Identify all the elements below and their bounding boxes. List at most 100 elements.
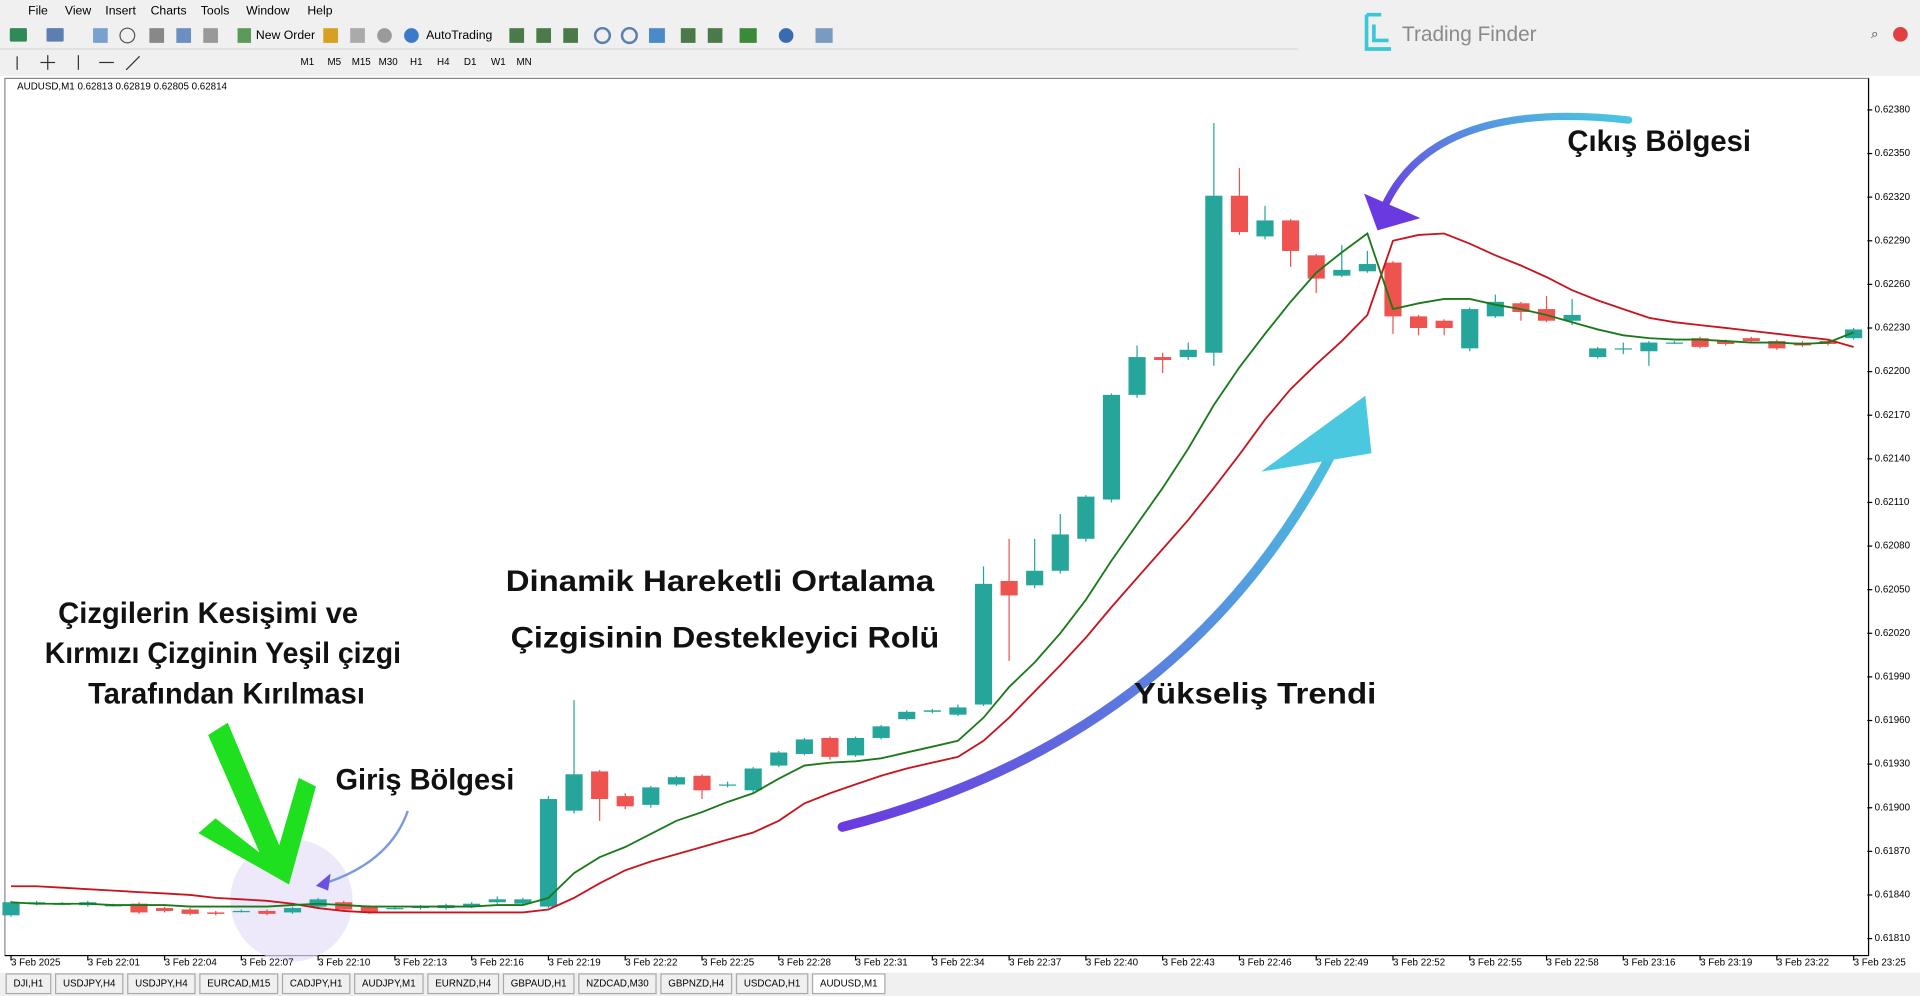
timeframe-button[interactable]: H4: [437, 57, 450, 68]
tab-frame: [811, 973, 886, 995]
timeframe-button[interactable]: M1: [301, 57, 315, 68]
candle-body: [2, 902, 20, 916]
chart-tab[interactable]: NZDCAD,M30: [578, 973, 657, 995]
tab-label: EURCAD,M15: [207, 978, 271, 989]
plot: 0.62380 0.62350 0.62320 0.62290 0.62260 0.622…: [2, 105, 1911, 969]
candle-body: [1410, 316, 1428, 328]
candle-body: [258, 910, 276, 914]
chart-tab[interactable]: USDCAD,H1: [735, 973, 809, 995]
chart-tab[interactable]: GBPNZD,H4: [660, 973, 733, 995]
x-tick-label: 3 Feb 22:19: [548, 958, 600, 969]
annotation: Kırmızı Çizginin Yeşil çizgi: [45, 637, 401, 670]
menu-item[interactable]: Help: [307, 3, 332, 17]
x-tick-label: 3 Feb 22:52: [1393, 958, 1445, 969]
candle-body: [1051, 534, 1069, 571]
candle-body: [1077, 496, 1095, 539]
candle-body: [1333, 269, 1351, 276]
chart-tab[interactable]: EURCAD,M15: [199, 973, 279, 995]
tab-frame: [281, 973, 351, 995]
chart-tab[interactable]: EURNZD,H4: [427, 973, 500, 995]
notification-icon[interactable]: [1893, 26, 1908, 42]
y-tick-label: 0.61870: [1875, 846, 1911, 857]
x-tick-label: 3 Feb 22:46: [1239, 958, 1292, 969]
chart-tab[interactable]: DJI,H1: [5, 973, 52, 995]
candle-body: [539, 799, 558, 907]
candle-body: [616, 796, 634, 807]
tab-label: CADJPY,H1: [290, 978, 343, 989]
candle-body: [642, 787, 660, 805]
timeframe-button[interactable]: M5: [327, 57, 341, 68]
y-tick-label: 0.62200: [1875, 366, 1911, 377]
candle-body: [1230, 195, 1248, 233]
x-tick-label: 3 Feb 23:22: [1777, 958, 1829, 969]
toolbar-icons: [9, 26, 833, 71]
x-tick-label: 3 Feb 2025: [11, 958, 61, 969]
menu-bar: [0, 0, 1920, 23]
y-tick-label: 0.61810: [1875, 933, 1911, 944]
y-tick-label: 0.62050: [1875, 584, 1911, 595]
timeframe-button[interactable]: M30: [379, 57, 399, 68]
tab-label: AUDUSD,M1: [820, 978, 878, 989]
candle-body: [232, 910, 250, 913]
annotation: Çıkış Bölgesi: [1567, 125, 1751, 158]
x-tick-label: 3 Feb 22:31: [856, 958, 908, 969]
candle-body: [923, 710, 941, 712]
menu-item[interactable]: View: [65, 3, 91, 17]
tab-label: EURNZD,H4: [435, 978, 492, 989]
timeframe-button[interactable]: H1: [410, 57, 423, 68]
x-tick-label: 3 Feb 22:49: [1316, 958, 1368, 969]
tab-frame: [735, 973, 809, 995]
entry-arrow-head: [315, 873, 331, 891]
chart-tab[interactable]: AUDJPY,M1: [354, 973, 424, 995]
annotation: Giriş Bölgesi: [336, 763, 515, 796]
candle-body: [1512, 303, 1530, 313]
tab-frame: [660, 973, 733, 995]
new-order-button[interactable]: New Order: [256, 28, 315, 42]
x-tick-label: 3 Feb 22:28: [779, 958, 832, 969]
chart-tab[interactable]: USDJPY,H4: [127, 973, 196, 995]
menu-item[interactable]: File: [28, 3, 48, 17]
chart-tab[interactable]: AUDUSD,M1: [811, 973, 886, 995]
chart-header: AUDUSD,M1 0.62813 0.62819 0.62805 0.6281…: [17, 82, 227, 93]
tab-frame: [502, 973, 575, 995]
trend-arrow-head: [1261, 395, 1372, 472]
chart-tab[interactable]: GBPAUD,H1: [502, 973, 575, 995]
x-tick-label: 3 Feb 23:25: [1854, 958, 1907, 969]
menu-item[interactable]: Charts: [151, 3, 187, 17]
menu-item[interactable]: Insert: [105, 3, 136, 17]
x-tick-label: 3 Feb 22:34: [932, 958, 985, 969]
timeframe-button[interactable]: MN: [516, 57, 531, 68]
candle-body: [1742, 338, 1760, 342]
annotation: Dinamik Hareketli Ortalama: [506, 565, 935, 598]
candle-body: [130, 903, 148, 913]
chart-tab[interactable]: USDJPY,H4: [55, 973, 124, 995]
x-tick-label: 3 Feb 22:01: [88, 958, 140, 969]
exit-arrow: [1380, 112, 1633, 212]
tab-label: USDCAD,H1: [744, 978, 801, 989]
chart-tab[interactable]: CADJPY,H1: [281, 973, 351, 995]
y-tick-label: 0.61990: [1875, 671, 1911, 682]
search-icon[interactable]: ⌕: [1871, 26, 1879, 41]
menu-item[interactable]: Tools: [201, 3, 230, 17]
timeframe-button[interactable]: D1: [464, 57, 477, 68]
y-tick-label: 0.62350: [1875, 148, 1911, 159]
x-tick-label: 3 Feb 22:22: [625, 958, 677, 969]
candle-body: [770, 752, 788, 766]
timeframe-button[interactable]: M15: [352, 57, 372, 68]
brand-logo: Trading Finder: [1364, 12, 1537, 51]
timeframe-button[interactable]: W1: [491, 57, 506, 68]
candle-body: [283, 908, 302, 913]
candle-body: [1358, 264, 1376, 272]
y-tick-label: 0.62020: [1875, 628, 1911, 639]
tab-frame: [354, 973, 424, 995]
y-tick-label: 0.61840: [1875, 890, 1911, 901]
candle-body: [795, 739, 813, 754]
y-tick-label: 0.61960: [1875, 715, 1911, 726]
x-tick-label: 3 Feb 22:07: [241, 958, 293, 969]
menu-item[interactable]: Window: [246, 3, 290, 17]
candle-body: [1026, 570, 1044, 586]
y-tick-label: 0.61900: [1875, 802, 1911, 813]
autotrading-button[interactable]: AutoTrading: [426, 28, 492, 42]
candle-body: [1307, 255, 1325, 279]
x-tick-label: 3 Feb 22:25: [702, 958, 755, 969]
